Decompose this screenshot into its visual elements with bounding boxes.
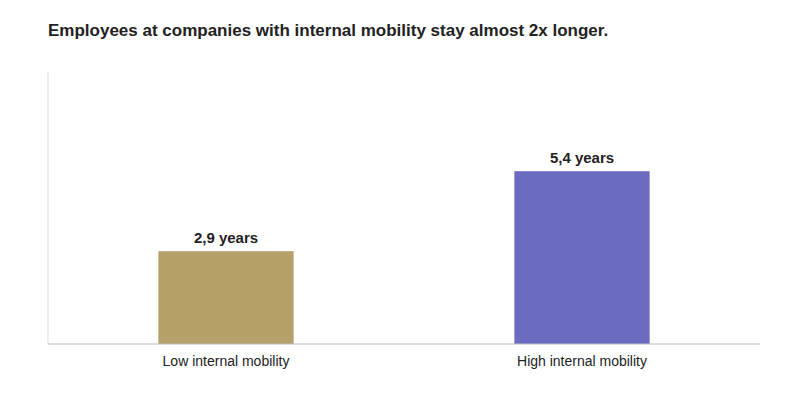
x-tick-label: High internal mobility — [517, 353, 647, 369]
bar — [158, 251, 293, 344]
bar — [514, 171, 649, 344]
chart-title: Employees at companies with internal mob… — [48, 21, 608, 40]
x-tick-label: Low internal mobility — [163, 353, 290, 369]
x-axis-line — [48, 343, 760, 344]
bars — [158, 171, 649, 344]
y-axis-line — [48, 72, 49, 344]
data-label: 2,9 years — [194, 229, 258, 246]
data-label: 5,4 years — [550, 149, 614, 166]
background — [0, 0, 800, 400]
chart: Employees at companies with internal mob… — [0, 0, 800, 400]
